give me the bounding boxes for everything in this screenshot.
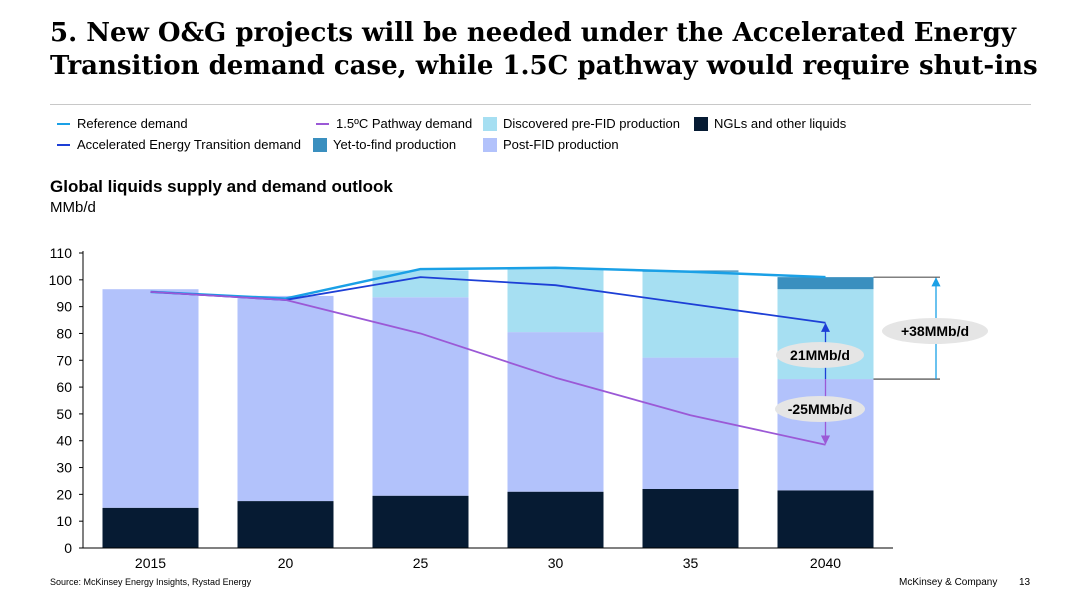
bar-segment-ngls-and-other-liquids — [507, 491, 604, 548]
line-1-5-c-pathway-demand — [150, 290, 826, 446]
y-tick-label: 20 — [56, 486, 72, 502]
legend-item-post-fid: Post-FID production — [483, 137, 619, 153]
y-tick-label: 30 — [56, 460, 72, 476]
bar-segment-post-fid-production — [102, 289, 199, 508]
bar-segment-post-fid-production — [237, 295, 334, 502]
bar-segment-discovered-pre-fid-production — [372, 270, 469, 298]
annotations-group: +38MMb/d 21MMb/d -25MMb/d — [775, 276, 988, 445]
x-tick-label: 2040 — [810, 555, 841, 571]
bar-segment-post-fid-production — [507, 332, 604, 492]
bar-segment-ngls-and-other-liquids — [642, 489, 739, 548]
annotation-pill — [776, 342, 864, 368]
legend-swatch-reference — [57, 122, 70, 125]
legend-swatch-aet — [57, 143, 70, 146]
x-tick-label: 30 — [548, 555, 564, 571]
legend-swatch-post-fid — [483, 137, 497, 152]
y-tick-label: 110 — [50, 245, 73, 261]
bar-segment-yet-to-find-production — [777, 277, 874, 290]
legend-swatch-pre-fid — [483, 116, 497, 131]
title-divider — [50, 104, 1031, 105]
legend-item-yet-to-find: Yet-to-find production — [313, 137, 456, 153]
legend-label: Accelerated Energy Transition demand — [77, 137, 302, 152]
legend-label: NGLs and other liquids — [714, 116, 847, 131]
x-tick-label: 35 — [683, 555, 699, 571]
legend-label: Post-FID production — [503, 137, 619, 152]
legend-item-ngls: NGLs and other liquids — [694, 116, 846, 132]
x-tick-label: 25 — [413, 555, 429, 571]
y-tick-label: 40 — [56, 433, 72, 449]
lines-group — [150, 266, 826, 446]
legend-label: 1.5ºC Pathway demand — [336, 116, 473, 131]
bar-segment-post-fid-production — [642, 357, 739, 489]
y-tick-label: 100 — [49, 272, 73, 288]
y-tick-label: 0 — [64, 540, 72, 556]
legend-swatch-ngls — [694, 116, 708, 131]
legend-label: Discovered pre-FID production — [503, 116, 681, 131]
legend-item-reference-demand: Reference demand — [57, 116, 188, 132]
bar-segment-post-fid-production — [372, 297, 469, 496]
legend-swatch-yet-to-find — [313, 137, 327, 152]
page-title: 5. New O&G projects will be needed under… — [50, 18, 1038, 81]
line-reference-demand — [150, 266, 826, 300]
legend-label: Yet-to-find production — [333, 137, 457, 152]
company-name: McKinsey & Company — [899, 577, 998, 588]
legend-item-aet-demand: Accelerated Energy Transition demand — [57, 137, 301, 153]
bar-segment-discovered-pre-fid-production — [507, 269, 604, 333]
y-tick-label: 50 — [56, 406, 72, 422]
y-tick-label: 90 — [56, 299, 72, 315]
legend-label: Reference demand — [77, 116, 188, 131]
annotation-pill — [882, 318, 988, 344]
x-tick-label: 20 — [278, 555, 294, 571]
legend-item-pre-fid: Discovered pre-FID production — [483, 116, 680, 132]
bar-segment-discovered-pre-fid-production — [642, 271, 739, 358]
legend-swatch-15c — [316, 122, 329, 125]
chart-unit: MMb/d — [50, 199, 96, 216]
y-tick-label: 60 — [56, 379, 72, 395]
legend-item-15c-demand: 1.5ºC Pathway demand — [316, 116, 472, 132]
axes-group: 0 10 20 30 40 50 60 70 80 90 100 110 2015 20 25 30 35 204… — [49, 245, 893, 571]
bar-segment-ngls-and-other-liquids — [372, 495, 469, 548]
bar-segment-ngls-and-other-liquids — [237, 501, 334, 548]
y-tick-label: 10 — [56, 513, 72, 529]
y-tick-label: 70 — [56, 352, 72, 368]
page-number: 13 — [1019, 577, 1031, 588]
bars-group — [102, 269, 874, 548]
bar-segment-ngls-and-other-liquids — [777, 490, 874, 548]
annotation-label: +38MMb/d — [901, 323, 969, 339]
annotation-label: -25MMb/d — [788, 401, 853, 417]
y-tick-label: 80 — [56, 325, 72, 341]
annotation-pill — [775, 396, 865, 422]
chart-title: Global liquids supply and demand outlook — [50, 177, 393, 196]
annotation-label: 21MMb/d — [790, 347, 850, 363]
bar-segment-ngls-and-other-liquids — [102, 507, 199, 548]
x-tick-label: 2015 — [135, 555, 166, 571]
source-note: Source: McKinsey Energy Insights, Rystad… — [50, 577, 252, 587]
